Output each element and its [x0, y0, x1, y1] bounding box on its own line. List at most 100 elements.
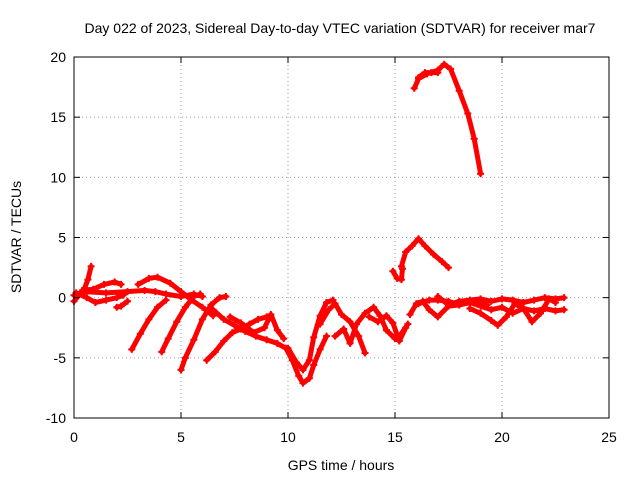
- data-point-marker: [267, 311, 275, 319]
- data-point-marker: [410, 84, 418, 92]
- data-point-marker: [153, 303, 161, 311]
- data-point-marker: [338, 311, 345, 319]
- data-point-marker: [323, 298, 331, 306]
- data-point-marker: [260, 324, 268, 332]
- data-point-marker: [395, 337, 403, 345]
- data-point-marker: [408, 242, 416, 250]
- data-point-marker: [397, 276, 405, 284]
- data-point-marker: [162, 290, 170, 298]
- data-point-marker: [545, 295, 553, 303]
- data-point-marker: [464, 110, 472, 118]
- data-point-marker: [466, 304, 474, 312]
- data-point-marker: [494, 321, 502, 329]
- data-point-marker: [355, 332, 363, 340]
- data-point-marker: [455, 87, 463, 95]
- data-point-marker: [141, 286, 149, 294]
- data-point-marker: [177, 366, 185, 374]
- data-point-marker: [124, 297, 131, 305]
- data-point-marker: [280, 335, 288, 343]
- data-point-marker: [445, 264, 452, 272]
- data-point-marker: [295, 372, 303, 380]
- data-point-marker: [305, 356, 313, 364]
- data-point-marker: [502, 313, 510, 321]
- data-point-marker: [113, 303, 121, 311]
- data-point-marker: [445, 301, 452, 309]
- data-point-marker: [198, 303, 206, 311]
- data-point-marker: [487, 317, 495, 325]
- data-point-marker: [250, 329, 258, 337]
- data-point-marker: [136, 330, 144, 338]
- x-tick-label: 5: [177, 429, 185, 445]
- data-point-marker: [560, 294, 568, 302]
- data-point-marker: [365, 313, 373, 321]
- plot-frame: [73, 56, 610, 419]
- data-point-marker: [220, 337, 228, 345]
- data-point-marker: [361, 349, 369, 357]
- y-tick-label: 15: [50, 109, 66, 125]
- data-point-marker: [528, 318, 536, 326]
- data-point-marker: [331, 300, 339, 308]
- data-point-marker: [382, 326, 390, 334]
- data-point-marker: [374, 318, 382, 326]
- data-point-marker: [325, 306, 333, 314]
- data-point-marker: [153, 273, 161, 281]
- data-point-marker: [305, 374, 313, 382]
- data-point-marker: [102, 296, 110, 304]
- x-tick-label: 15: [387, 429, 403, 445]
- data-point-marker: [470, 135, 478, 143]
- data-point-marker: [477, 309, 485, 317]
- data-point-marker: [434, 69, 442, 77]
- data-point-marker: [124, 288, 131, 296]
- data-point-marker: [181, 354, 189, 362]
- data-point-marker: [427, 69, 435, 77]
- data-point-marker: [273, 326, 281, 334]
- data-point-marker: [81, 288, 89, 296]
- x-tick-label: 25: [601, 429, 617, 445]
- data-point-marker: [190, 336, 198, 344]
- x-tick-label: 0: [70, 429, 78, 445]
- data-point-marker: [487, 306, 495, 314]
- data-point-marker: [299, 366, 307, 374]
- y-tick-label: 10: [50, 169, 66, 185]
- data-point-marker: [203, 356, 211, 364]
- data-point-marker: [84, 276, 92, 284]
- data-point-marker: [310, 333, 318, 341]
- data-point-marker: [498, 303, 506, 311]
- y-tick-label: 20: [50, 49, 66, 65]
- data-point-marker: [310, 361, 318, 369]
- data-point-marker: [196, 290, 204, 298]
- data-point-marker: [477, 170, 485, 178]
- data-point-marker: [316, 345, 324, 353]
- x-axis-label: GPS time / hours: [288, 457, 395, 473]
- data-point-marker: [370, 303, 378, 311]
- data-point-marker: [173, 318, 181, 326]
- data-point-marker: [181, 303, 189, 311]
- data-point-marker: [226, 313, 234, 321]
- data-point-marker: [382, 312, 390, 320]
- data-point-marker: [207, 301, 215, 309]
- data-point-marker: [299, 379, 307, 387]
- data-point-marker: [117, 280, 125, 288]
- x-tick-label: 20: [494, 429, 510, 445]
- data-point-marker: [164, 335, 172, 343]
- data-point-marker: [100, 280, 108, 288]
- data-point-marker: [145, 274, 153, 282]
- data-point-marker: [352, 320, 360, 328]
- data-point-marker: [158, 348, 166, 356]
- data-point-marker: [415, 235, 423, 243]
- data-point-marker: [402, 248, 410, 256]
- data-point-marker: [211, 348, 219, 356]
- data-point-marker: [415, 300, 423, 308]
- data-point-marker: [404, 320, 412, 328]
- data-point-marker: [425, 296, 433, 304]
- data-point-marker: [237, 319, 245, 327]
- data-point-marker: [393, 274, 401, 282]
- data-point-marker: [91, 298, 99, 306]
- data-point-marker: [162, 296, 170, 304]
- data-point-marker: [340, 325, 348, 333]
- axis-ticks: 0 5 10 15 20 25 -10 -5 0 5 10 15 20: [46, 49, 617, 445]
- chart-title: Day 022 of 2023, Sidereal Day-to-day VTE…: [85, 20, 596, 36]
- data-point-marker: [222, 292, 230, 300]
- data-point-marker: [83, 294, 91, 302]
- series-arc-22: [398, 236, 451, 271]
